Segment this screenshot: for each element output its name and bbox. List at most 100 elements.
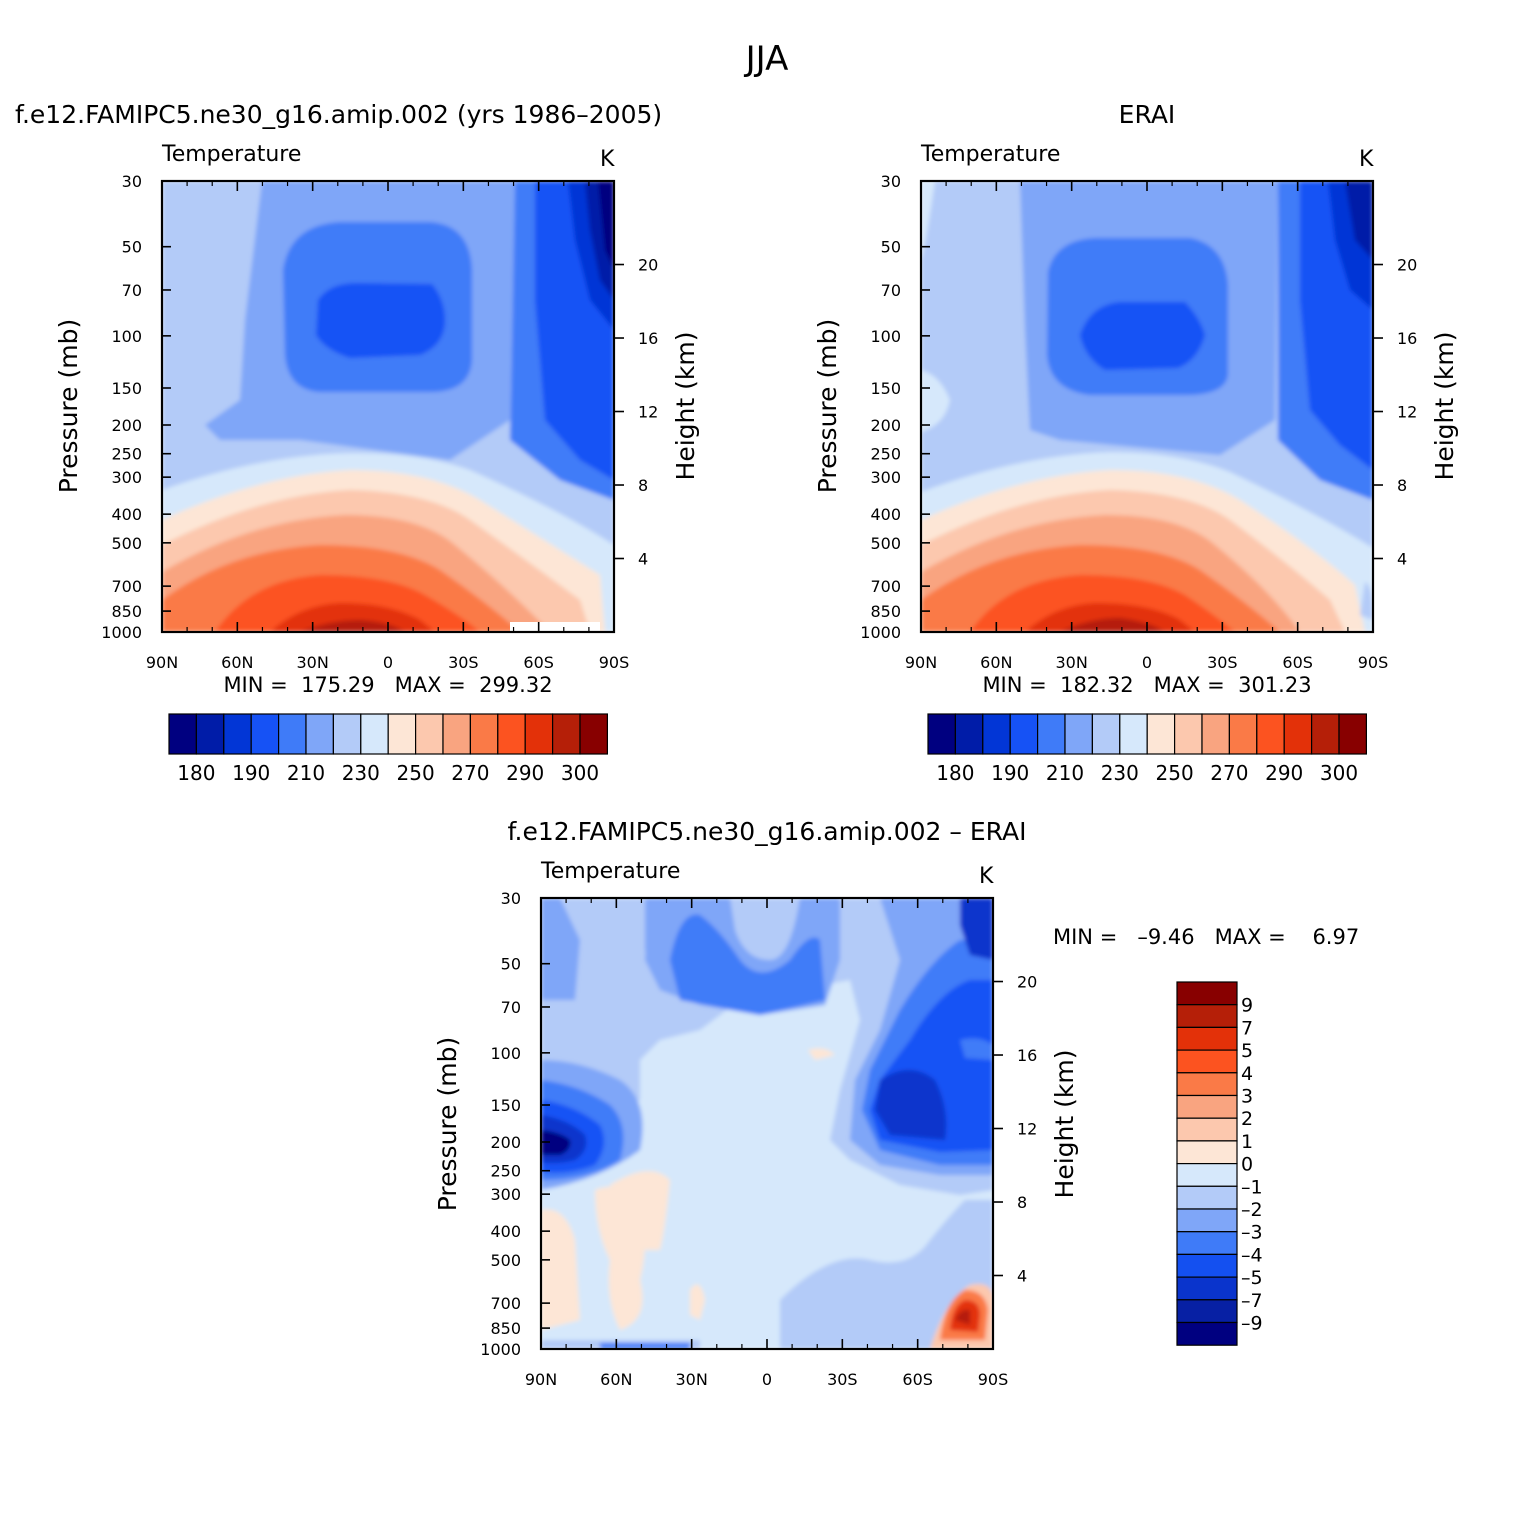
x-tick-label: 30N	[1056, 653, 1088, 672]
colorbar-swatch	[1176, 1049, 1238, 1074]
y2-tick-label: 16	[1017, 1046, 1037, 1065]
x-tick-label: 90N	[525, 1370, 557, 1389]
colorbar-label: 190	[232, 761, 270, 785]
x-tick-label: 90S	[978, 1370, 1009, 1389]
colorbar-label: 180	[177, 761, 215, 785]
y-tick-label: 70	[122, 281, 142, 300]
y-tick-label: 500	[111, 534, 142, 553]
y-tick-label: 50	[122, 238, 142, 257]
y2-tick-label: 8	[1017, 1193, 1027, 1212]
y-tick-label: 200	[490, 1133, 521, 1152]
panel-title: ERAI	[1119, 100, 1176, 129]
colorbar-swatch	[442, 713, 471, 755]
y-tick-label: 250	[870, 445, 901, 464]
colorbar-swatch	[387, 713, 417, 755]
x-tick-label: 60S	[902, 1370, 933, 1389]
colorbar-swatch	[1176, 1231, 1238, 1255]
y2-tick-label: 4	[1017, 1267, 1027, 1286]
x-tick-label: 60S	[1282, 653, 1313, 672]
colorbar-swatch	[1176, 1299, 1238, 1324]
y-tick-label: 30	[881, 172, 901, 191]
colorbar-swatch	[1064, 713, 1093, 755]
y2-tick-label: 8	[638, 476, 648, 495]
x-tick-label: 30S	[827, 1370, 858, 1389]
colorbar-label: 230	[1101, 761, 1139, 785]
colorbar-label: 180	[936, 761, 974, 785]
colorbar-swatch	[982, 713, 1011, 755]
x-tick-label: 30N	[676, 1370, 708, 1389]
colorbar-label: 0	[1241, 1154, 1253, 1176]
x-tick-label: 30S	[1207, 653, 1238, 672]
colorbar-swatch	[305, 713, 334, 755]
y-tick-label: 150	[870, 379, 901, 398]
colorbar-swatch	[1176, 1140, 1238, 1165]
y-axis-title: Pressure (mb)	[54, 319, 83, 493]
colorbar-swatch	[1338, 713, 1367, 755]
y2-tick-label: 12	[1017, 1120, 1037, 1139]
colorbar-label: 250	[1156, 761, 1194, 785]
x-tick-label: 90N	[146, 653, 178, 672]
colorbar-swatch	[1176, 981, 1238, 1006]
colorbar-label: 210	[1046, 761, 1084, 785]
y2-tick-label: 20	[1017, 973, 1037, 992]
colorbar-label: 300	[561, 761, 599, 785]
colorbar-label: –9	[1241, 1313, 1263, 1335]
colorbar-label: –1	[1241, 1176, 1263, 1198]
colorbar-swatch	[195, 713, 225, 755]
colorbar-label: –3	[1241, 1222, 1263, 1244]
colorbar-swatch	[1256, 713, 1285, 755]
colorbar-swatch	[1176, 1026, 1238, 1051]
colorbar-label: 5	[1241, 1040, 1253, 1062]
colorbar-swatch	[415, 713, 444, 755]
colorbar-label: 290	[1265, 761, 1303, 785]
x-tick-label: 30S	[448, 653, 479, 672]
y2-tick-label: 12	[638, 403, 658, 422]
colorbar-swatch	[524, 713, 554, 755]
colorbar-swatch	[1176, 1253, 1238, 1278]
colorbar-swatch	[1176, 1117, 1238, 1142]
colorbar-label: 3	[1241, 1086, 1253, 1108]
y-tick-label: 850	[490, 1319, 521, 1338]
y-tick-label: 300	[490, 1185, 521, 1204]
y-tick-label: 400	[111, 505, 142, 524]
x-tick-label: 60N	[600, 1370, 632, 1389]
colorbar-label: 210	[287, 761, 325, 785]
y-tick-label: 1000	[480, 1340, 521, 1359]
colorbar-swatch	[1176, 1094, 1238, 1119]
y-tick-label: 150	[490, 1096, 521, 1115]
min-max-label: MIN = 182.32 MAX = 301.23	[982, 673, 1311, 697]
units-label: K	[1359, 147, 1374, 172]
colorbar-swatch	[1146, 713, 1176, 755]
colorbar-swatch	[469, 713, 499, 755]
colorbar-swatch	[1201, 713, 1230, 755]
y2-tick-label: 12	[1397, 403, 1417, 422]
panel-model: f.e12.FAMIPC5.ne30_g16.amip.002 (yrs 198…	[15, 100, 700, 785]
colorbar-label: –5	[1241, 1267, 1263, 1289]
x-tick-label: 60N	[980, 653, 1012, 672]
colorbar-swatch	[360, 713, 389, 755]
colorbar-label: –7	[1241, 1290, 1263, 1312]
y-tick-label: 300	[111, 468, 142, 487]
colorbar-label: 270	[451, 761, 489, 785]
colorbar-swatch	[1283, 713, 1313, 755]
y-tick-label: 70	[881, 281, 901, 300]
variable-label: Temperature	[161, 142, 301, 167]
colorbar-swatch	[1091, 713, 1121, 755]
colorbar-swatch	[954, 713, 984, 755]
x-tick-label: 0	[1142, 653, 1152, 672]
y-tick-label: 100	[111, 327, 142, 346]
y-tick-label: 30	[501, 889, 521, 908]
y-tick-label: 850	[111, 602, 142, 621]
y-tick-label: 400	[490, 1222, 521, 1241]
colorbar-label: –2	[1241, 1199, 1263, 1221]
colorbar-swatch	[1176, 1208, 1238, 1233]
y-tick-label: 1000	[860, 623, 901, 642]
y2-tick-label: 16	[1397, 329, 1417, 348]
colorbar-swatch	[223, 713, 252, 755]
colorbar-label: 300	[1320, 761, 1358, 785]
colorbar-label: 9	[1241, 995, 1253, 1017]
y-tick-label: 100	[490, 1044, 521, 1063]
y-tick-label: 700	[111, 577, 142, 596]
y2-tick-label: 8	[1397, 476, 1407, 495]
colorbar-swatch	[1119, 713, 1148, 755]
